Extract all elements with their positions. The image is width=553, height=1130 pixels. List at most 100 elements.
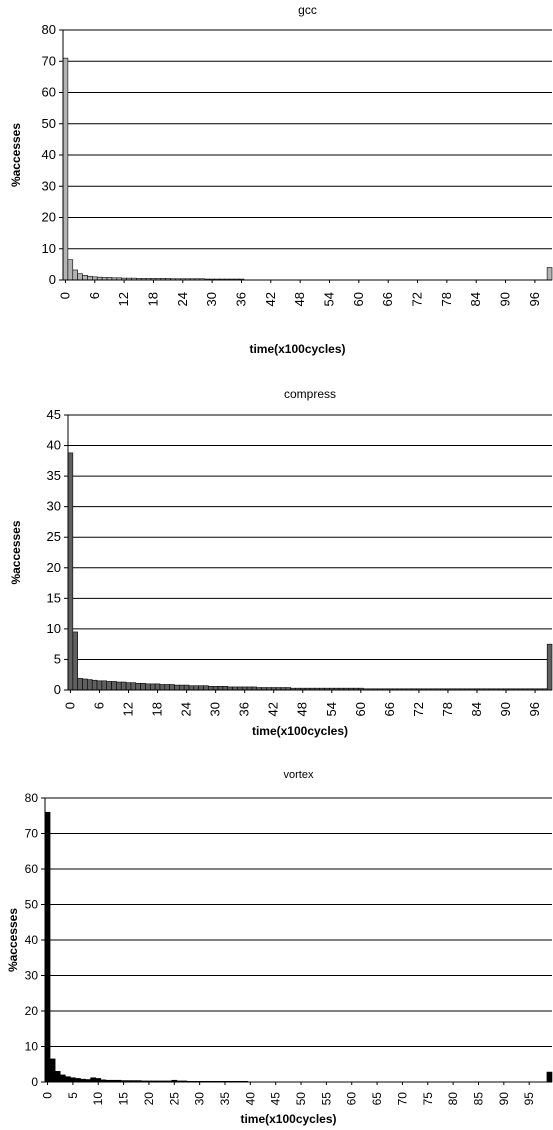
x-tick-label: 66 (380, 292, 395, 306)
bar (64, 1076, 71, 1083)
bar (140, 682, 146, 691)
y-tick-label: 15 (47, 590, 61, 605)
x-tick-label: 60 (353, 702, 368, 716)
x-tick-label: 85 (471, 1092, 485, 1106)
chart-title: compress (284, 387, 336, 401)
x-tick-label: 72 (411, 702, 426, 716)
y-tick-label: 50 (25, 898, 39, 912)
bar (54, 1071, 61, 1083)
bar (222, 686, 229, 691)
bar (145, 683, 151, 691)
x-tick-label: 75 (421, 1092, 435, 1106)
x-tick-label: 55 (319, 1092, 333, 1106)
bar (208, 686, 214, 691)
bar (217, 686, 224, 691)
bar (159, 684, 166, 691)
x-tick-label: 90 (498, 702, 513, 716)
y-tick-label: 70 (25, 827, 39, 841)
y-tick-label: 30 (25, 969, 39, 983)
y-tick-label: 45 (47, 407, 61, 422)
y-tick-label: 5 (54, 651, 61, 666)
x-tick-label: 78 (439, 292, 454, 306)
y-axis-label: %accesses (6, 908, 20, 972)
x-tick-label: 6 (87, 292, 102, 299)
y-tick-label: 70 (42, 53, 56, 68)
bar (77, 273, 83, 281)
y-tick-label: 35 (47, 468, 61, 483)
bar (164, 684, 170, 691)
y-tick-label: 30 (47, 499, 61, 514)
x-tick-label: 84 (468, 292, 483, 306)
bar (125, 682, 132, 691)
x-tick-label: 42 (263, 292, 278, 306)
x-tick-label: 30 (208, 702, 223, 716)
x-tick-label: 30 (193, 1092, 207, 1106)
x-tick-label: 48 (292, 292, 307, 306)
bar (154, 683, 161, 691)
x-tick-label: 54 (324, 702, 339, 716)
x-tick-label: 42 (266, 702, 281, 716)
y-tick-label: 10 (25, 1040, 39, 1054)
bar (70, 1077, 76, 1083)
y-tick-label: 0 (49, 272, 56, 287)
bar (546, 267, 553, 281)
bar (67, 452, 74, 691)
y-tick-label: 40 (47, 438, 61, 453)
bar (72, 269, 78, 281)
bar (59, 1074, 66, 1083)
x-tick-label: 12 (121, 702, 136, 716)
x-tick-label: 90 (497, 1092, 511, 1106)
y-tick-label: 80 (42, 22, 56, 37)
x-tick-label: 95 (522, 1092, 536, 1106)
bar (183, 684, 190, 691)
x-tick-label: 60 (345, 1092, 359, 1106)
x-tick-label: 84 (469, 702, 484, 716)
chart-compress: compress 0 5 10 15 20 25 30 35 40 45 0 6 12 18 24 30 36 42… (9, 387, 553, 738)
x-axis-label: time(x100cycles) (240, 1112, 336, 1126)
bar (120, 681, 127, 691)
bar (203, 685, 209, 691)
x-tick-label: 72 (410, 292, 425, 306)
y-tick-label: 40 (42, 147, 56, 162)
bar (116, 681, 122, 691)
y-tick-label: 40 (25, 933, 39, 947)
x-tick-label: 18 (145, 292, 160, 306)
y-tick-label: 0 (54, 682, 61, 697)
y-tick-label: 10 (47, 621, 61, 636)
bar (96, 680, 103, 691)
y-tick-label: 25 (47, 529, 61, 544)
bar (149, 683, 156, 691)
x-tick-label: 45 (269, 1092, 283, 1106)
y-tick-label: 50 (42, 116, 56, 131)
x-tick-label: 5 (66, 1092, 80, 1099)
x-tick-label: 54 (322, 292, 337, 306)
bar (75, 1078, 81, 1083)
bar (212, 686, 219, 691)
x-axis-label: time(x100cycles) (249, 342, 345, 356)
y-tick-label: 20 (47, 560, 61, 575)
x-tick-label: 25 (167, 1092, 181, 1106)
x-tick-label: 6 (91, 702, 106, 709)
bar (82, 275, 88, 281)
x-tick-label: 20 (142, 1092, 156, 1106)
x-tick-label: 65 (370, 1092, 384, 1106)
bar (106, 681, 112, 691)
bar (174, 684, 180, 691)
bar (111, 681, 117, 691)
bar (193, 685, 199, 691)
x-tick-label: 15 (117, 1092, 131, 1106)
y-axis-label: %accesses (9, 520, 23, 584)
x-tick-label: 24 (179, 702, 194, 716)
bar (179, 684, 185, 691)
x-tick-label: 40 (243, 1092, 257, 1106)
x-tick-label: 50 (294, 1092, 308, 1106)
x-tick-label: 90 (498, 292, 513, 306)
bar (101, 680, 108, 691)
y-tick-label: 10 (42, 241, 56, 256)
y-tick-label: 20 (25, 1004, 39, 1018)
y-tick-label: 60 (42, 85, 56, 100)
x-tick-label: 96 (527, 702, 542, 716)
bar (67, 259, 74, 281)
x-tick-label: 0 (41, 1092, 55, 1099)
bar (169, 684, 175, 691)
